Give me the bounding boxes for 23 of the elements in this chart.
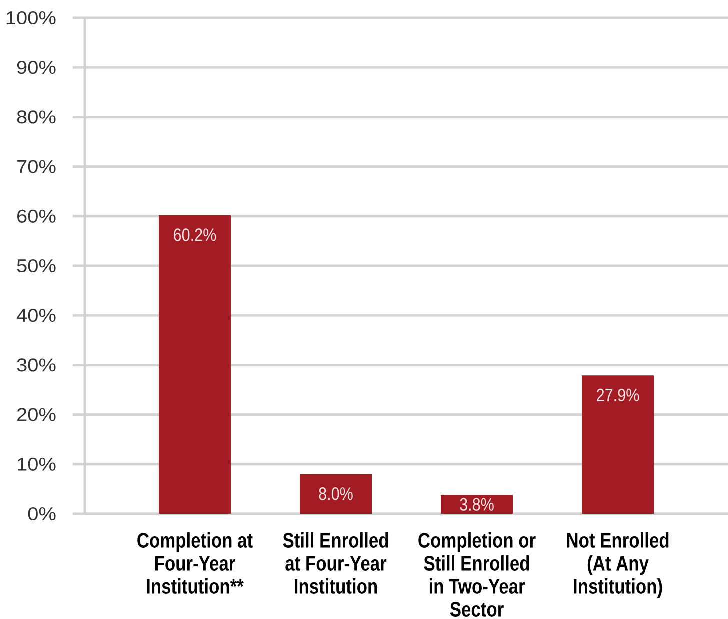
bar (158, 215, 231, 514)
data-label: 8.0% (319, 488, 353, 500)
bar (441, 495, 514, 514)
y-tick-label: 70% (18, 160, 56, 174)
data-label: 27.9% (597, 388, 640, 402)
x-tick-label: Completion at Four-Year Institution** (138, 532, 253, 594)
y-tick-label: 80% (17, 110, 56, 124)
y-tick-label: 50% (17, 259, 56, 273)
x-tick-label: Completion or Still Enrolled in Two-Year Sector (418, 532, 536, 617)
y-tick-label: 40% (16, 309, 56, 322)
y-tick-label: 20% (17, 408, 56, 422)
bar (582, 376, 654, 514)
bar (300, 474, 372, 514)
x-tick-label: Still Enrolled at Four-Year Institution (283, 532, 388, 594)
data-label: 60.2% (174, 228, 216, 242)
x-tick-label: Not Enrolled (At Any Institution) (567, 532, 669, 598)
y-tick-label: 90% (17, 61, 56, 74)
y-tick-label: 60% (18, 210, 56, 223)
y-tick-label: 10% (18, 458, 56, 471)
y-tick-label: 0% (28, 507, 56, 521)
y-tick-label: 100% (6, 11, 56, 25)
y-tick-label: 30% (17, 358, 56, 372)
data-label: 3.8% (460, 498, 494, 511)
